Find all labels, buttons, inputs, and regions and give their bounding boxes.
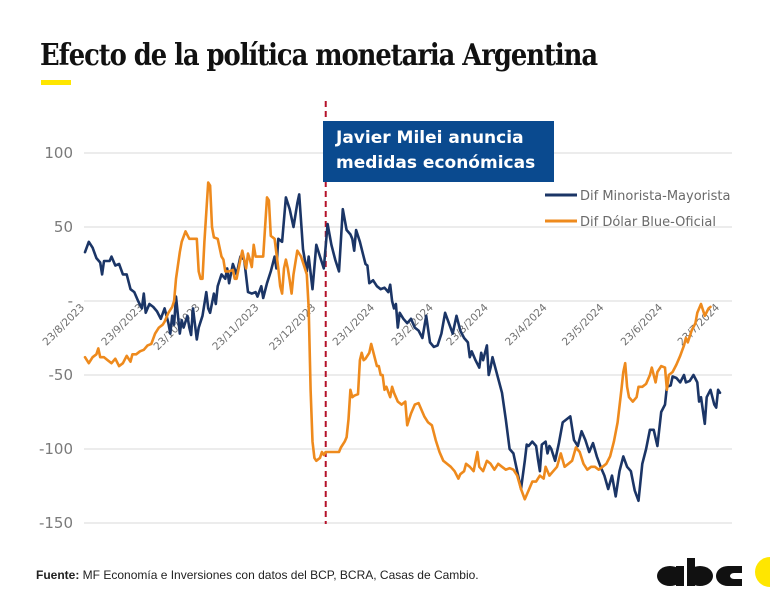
title-accent-bar	[41, 80, 71, 85]
annotation-box	[323, 121, 554, 182]
x-tick-label: 23/11/2023	[210, 302, 261, 353]
series-line-minorista-mayorista	[83, 193, 722, 503]
annotation-line-2: medidas económicas	[336, 153, 536, 173]
x-tick-label: 23/1/2024	[331, 301, 378, 348]
source-text: MF Economía e Inversiones con datos del …	[79, 568, 479, 582]
x-tick-label: 23/4/2024	[503, 301, 550, 348]
annotation-text: Javier Milei anuncia medidas económicas	[336, 126, 556, 176]
abc-logo	[657, 557, 770, 587]
legend: Dif Minorista-Mayorista Dif Dólar Blue-O…	[545, 189, 730, 230]
legend-label-blue: Dif Dólar Blue-Oficial	[580, 215, 716, 230]
y-tick-label: -	[68, 292, 73, 310]
x-tick-label: 23/6/2024	[619, 301, 666, 348]
y-tick-label: -150	[39, 514, 73, 532]
series-line-blue-oficial	[83, 181, 712, 501]
y-tick-label: 100	[44, 144, 73, 162]
logo-yellow-dot	[755, 557, 770, 587]
y-tick-label: -100	[39, 440, 73, 458]
y-tick-label: -50	[49, 366, 74, 384]
series-lines	[83, 181, 722, 503]
y-axis-ticks: 100 50 - -50 -100 -150	[39, 144, 73, 532]
annotation-line-1: Javier Milei anuncia	[336, 128, 524, 148]
legend-label-minorista: Dif Minorista-Mayorista	[580, 189, 730, 204]
x-tick-label: 23/9/2023	[99, 302, 146, 349]
x-tick-label: 23/8/2023	[41, 302, 88, 349]
source-label: Fuente:	[36, 568, 80, 582]
x-tick-label: 23/5/2024	[560, 301, 607, 348]
source-note: Fuente: MF Economía e Inversiones con da…	[36, 568, 479, 582]
y-tick-label: 50	[54, 218, 73, 236]
page-title: Efecto de la política monetaria Argentin…	[40, 38, 598, 73]
logo-letters	[657, 558, 742, 586]
